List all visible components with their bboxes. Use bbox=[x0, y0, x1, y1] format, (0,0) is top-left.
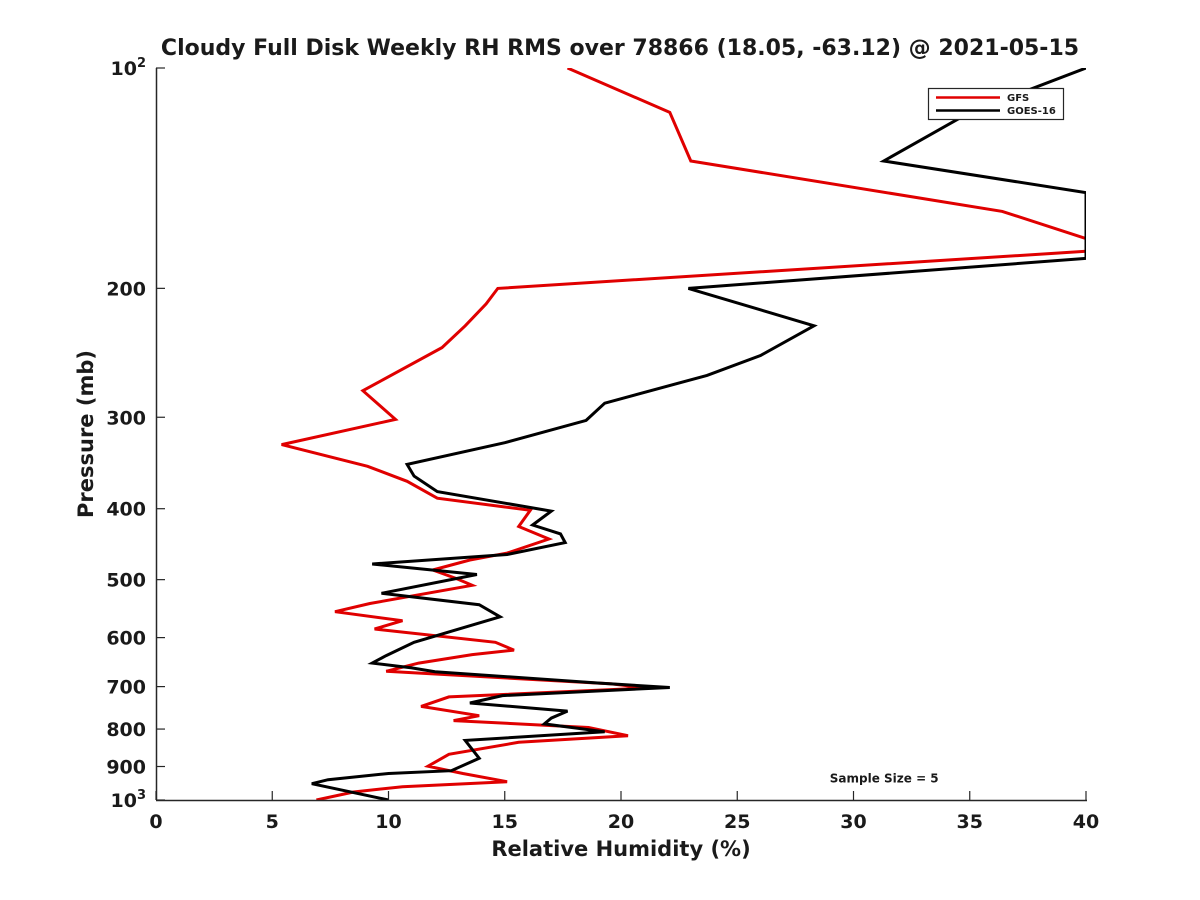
x-tick-label: 0 bbox=[149, 811, 162, 833]
legend-label-goes-16: GOES-16 bbox=[1007, 106, 1056, 117]
y-tick-label: 900 bbox=[106, 757, 146, 779]
y-tick-label: 103 bbox=[111, 788, 147, 812]
x-axis-label: Relative Humidity (%) bbox=[491, 837, 750, 861]
y-tick-label: 700 bbox=[106, 677, 146, 699]
y-axis-label: Pressure (mb) bbox=[74, 350, 98, 518]
legend-box bbox=[927, 87, 1065, 121]
x-tick-label: 35 bbox=[957, 811, 983, 833]
x-axis-ticks: 0 5 10 15 20 25 30 35 40 bbox=[149, 791, 1099, 833]
y-tick-label: 400 bbox=[106, 499, 146, 521]
series-line-gfs bbox=[281, 68, 1086, 800]
legend: GFS GOES-16 bbox=[927, 87, 1065, 121]
x-tick-label: 5 bbox=[266, 811, 279, 833]
y-tick-label: 200 bbox=[106, 278, 146, 300]
chart-title: Cloudy Full Disk Weekly RH RMS over 7886… bbox=[161, 36, 1079, 61]
y-axis-ticks: 102 200 300 400 500 600 700 800 900 103 bbox=[106, 56, 165, 812]
y-tick-label: 500 bbox=[106, 570, 146, 592]
legend-label-gfs: GFS bbox=[1007, 93, 1029, 104]
sample-size-annotation: Sample Size = 5 bbox=[830, 771, 939, 785]
y-tick-label: 102 bbox=[111, 56, 147, 80]
x-tick-label: 15 bbox=[492, 811, 518, 833]
series-layer bbox=[281, 68, 1086, 800]
x-tick-label: 30 bbox=[840, 811, 866, 833]
y-tick-label: 600 bbox=[106, 628, 146, 650]
x-tick-label: 20 bbox=[608, 811, 634, 833]
y-tick-label: 300 bbox=[106, 407, 146, 429]
x-tick-label: 40 bbox=[1073, 811, 1099, 833]
y-tick-label: 800 bbox=[106, 719, 146, 741]
x-tick-label: 10 bbox=[375, 811, 401, 833]
x-tick-label: 25 bbox=[724, 811, 750, 833]
series-line-goes-16 bbox=[311, 68, 1086, 800]
plot-area bbox=[281, 68, 1086, 800]
